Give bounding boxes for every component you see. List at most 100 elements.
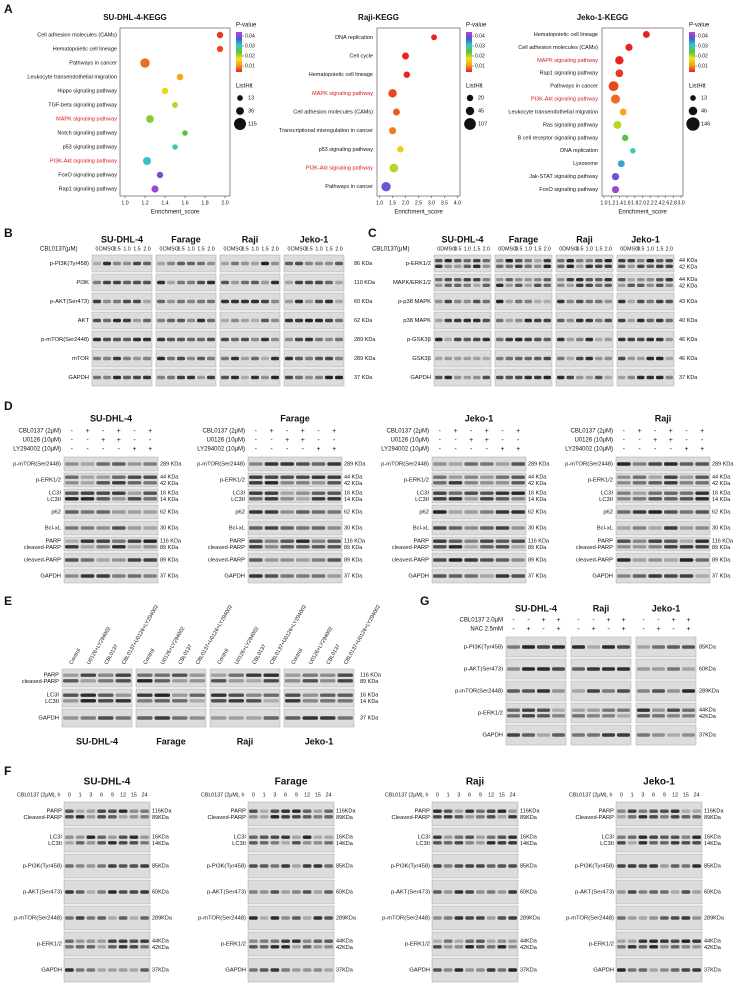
band: [177, 261, 185, 266]
band: [177, 337, 185, 342]
band: [448, 491, 463, 495]
lane-label: 0: [436, 792, 439, 798]
band: [264, 481, 279, 485]
band: [602, 714, 615, 718]
x-tick-label: 1.2: [141, 200, 148, 206]
band: [454, 864, 464, 868]
band: [692, 815, 701, 819]
lane-label: 12: [120, 792, 126, 798]
category-label: Leukocyte transendothelial migration: [27, 74, 117, 80]
band: [311, 491, 326, 495]
band: [113, 280, 121, 285]
band: [197, 356, 205, 361]
band: [271, 337, 279, 342]
blot-strip: [283, 311, 345, 330]
band: [566, 299, 574, 304]
band: [264, 545, 279, 549]
band: [637, 337, 645, 342]
band: [433, 890, 442, 894]
category-label: Cell adhesion molecules (CAMs): [37, 32, 117, 38]
band: [448, 497, 463, 501]
band: [617, 939, 626, 943]
band: [665, 259, 673, 263]
blot-strip: [570, 636, 632, 658]
band: [572, 689, 585, 693]
band: [515, 264, 523, 268]
band: [692, 809, 701, 813]
band: [93, 337, 101, 342]
colorbar-tick-label: 0.04: [475, 33, 485, 39]
band: [197, 261, 205, 266]
band: [632, 574, 647, 578]
dot: [617, 160, 625, 168]
band: [505, 299, 513, 304]
band: [524, 299, 532, 304]
group-title: Jeko-1: [465, 413, 494, 423]
blot-strip: [63, 568, 159, 584]
treatment-sign: +: [485, 437, 489, 444]
treatment-sign: -: [255, 446, 258, 453]
band: [632, 481, 647, 485]
band: [632, 475, 647, 479]
lane-label: 6: [100, 792, 103, 798]
band: [108, 809, 117, 813]
band: [281, 815, 290, 819]
band: [448, 526, 463, 530]
band: [660, 890, 669, 894]
band: [241, 261, 249, 266]
band: [638, 815, 648, 819]
treatment-sign: +: [453, 428, 457, 435]
treatment-sign: -: [454, 446, 457, 453]
band: [476, 835, 485, 839]
band: [221, 356, 229, 361]
band: [656, 259, 664, 263]
treatment-sign: +: [653, 437, 657, 444]
x-tick-label: 2.8: [670, 200, 677, 206]
band: [249, 841, 258, 845]
band: [325, 280, 333, 285]
band: [508, 939, 517, 943]
category-label: DNA replication: [335, 35, 373, 41]
x-tick-label: 1.6: [181, 200, 188, 206]
lane-label: Control: [291, 648, 305, 666]
blot-strip: [555, 254, 614, 273]
lane-label: 0: [224, 246, 227, 252]
band: [251, 280, 259, 285]
band: [476, 841, 485, 845]
band: [280, 558, 294, 562]
treatment-sign: -: [642, 617, 645, 624]
band: [98, 693, 114, 697]
band: [664, 510, 678, 514]
band: [495, 545, 510, 549]
band: [154, 716, 170, 720]
kda-label: 289 KDa: [528, 461, 550, 467]
band: [476, 890, 485, 894]
row-label: p-AKT(Ser473): [391, 890, 430, 896]
band: [65, 481, 79, 485]
lane-label: 1.5: [197, 246, 204, 252]
row-label: PARP: [44, 673, 59, 679]
category-label: Pathways in cancer: [69, 60, 117, 66]
blot-strip: [615, 520, 711, 536]
band: [433, 475, 447, 479]
band: [259, 841, 269, 845]
band: [695, 491, 709, 495]
x-tick-label: 3.0: [677, 200, 684, 206]
band: [454, 815, 464, 819]
band: [249, 510, 263, 514]
band: [261, 375, 269, 380]
treatment-sign: -: [286, 428, 289, 435]
category-label: MAPK signaling pathway: [537, 58, 598, 64]
blot-strip: [431, 931, 519, 957]
blot-strip: [283, 368, 345, 387]
band: [522, 733, 535, 737]
band: [327, 539, 341, 543]
band: [172, 716, 188, 720]
band: [648, 481, 662, 485]
plot-frame: [601, 27, 684, 197]
colorbar-title: P-value: [689, 23, 710, 29]
band: [96, 497, 110, 501]
blot-strip: [570, 702, 632, 724]
band: [251, 261, 259, 266]
